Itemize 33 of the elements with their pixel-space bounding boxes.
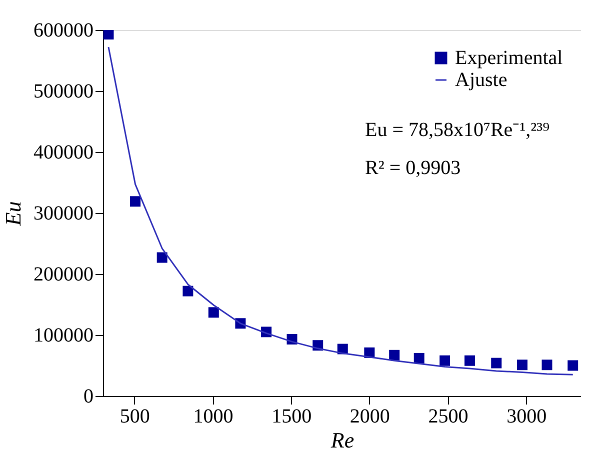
point: [568, 360, 578, 371]
y-tick-label: 300000: [34, 202, 94, 224]
y-tick-label: 200000: [34, 264, 94, 286]
legend-label: Ajuste: [455, 69, 508, 91]
y-tick-label: 400000: [34, 142, 94, 164]
point: [491, 358, 502, 368]
y-tick-label: 0: [84, 386, 94, 408]
x-tick-label: 500: [120, 406, 150, 428]
y-tick-label: 100000: [34, 324, 94, 346]
point: [440, 355, 450, 366]
y-axis-title: Eu: [0, 201, 26, 227]
y-tick-label: 500000: [34, 80, 94, 102]
point: [208, 307, 219, 318]
x-tick-label: 2500: [428, 406, 468, 428]
point: [130, 196, 141, 207]
annotation: R² = 0,9903: [365, 157, 461, 179]
point: [156, 252, 168, 263]
point: [516, 360, 528, 370]
annotation: Eu = 78,58x10⁷Re⁻¹,²³⁹: [365, 119, 550, 141]
x-tick-label: 1000: [193, 406, 234, 428]
point: [103, 30, 114, 40]
y-tick-label: 600000: [34, 20, 94, 42]
x-tick-label: 2000: [350, 406, 390, 428]
point: [389, 350, 400, 360]
x-tick-label: 1500: [272, 406, 312, 428]
line-series: [108, 46, 574, 376]
point: [542, 360, 552, 370]
x-tick-label: 3000: [506, 406, 547, 428]
x-axis-title: Re: [330, 428, 354, 452]
point: [182, 286, 194, 296]
legend-label: Experimental: [455, 47, 564, 69]
point: [414, 352, 424, 364]
point: [464, 355, 475, 366]
